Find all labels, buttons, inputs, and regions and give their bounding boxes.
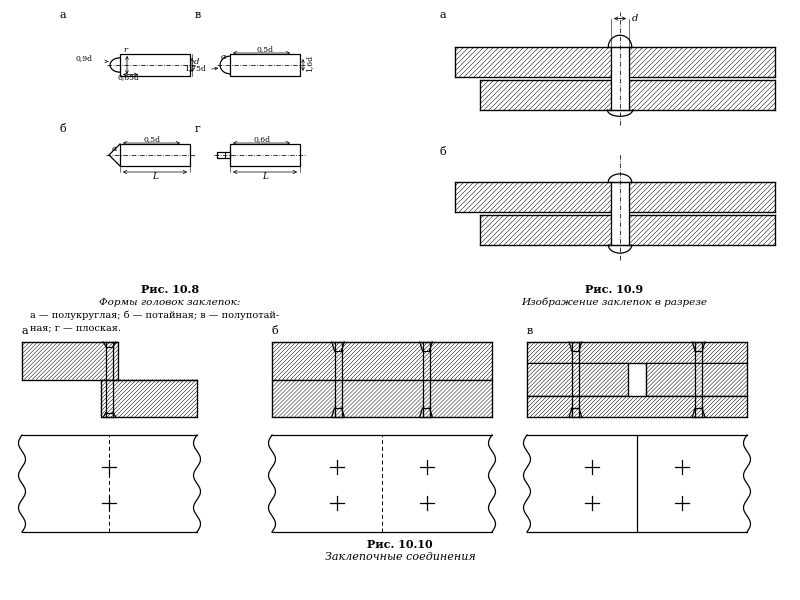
Text: Рис. 10.8: Рис. 10.8 <box>141 284 199 295</box>
Bar <box>527 342 747 363</box>
Text: б: б <box>440 147 446 157</box>
Text: а: а <box>60 10 66 20</box>
Bar <box>22 342 118 379</box>
Bar <box>480 215 611 245</box>
Text: 0,65d: 0,65d <box>118 74 139 82</box>
Bar <box>527 396 747 417</box>
Text: г: г <box>195 124 201 134</box>
Bar <box>101 379 197 417</box>
Text: Формы головок заклепок:: Формы головок заклепок: <box>99 298 241 307</box>
Text: а: а <box>22 326 29 336</box>
Text: d: d <box>632 14 638 23</box>
Bar <box>629 47 775 77</box>
Text: Изображение заклепок в разрезе: Изображение заклепок в разрезе <box>521 298 707 307</box>
Text: 1,6d: 1,6d <box>305 55 313 73</box>
Text: d: d <box>194 58 199 66</box>
Text: в: в <box>527 326 534 336</box>
Bar <box>120 54 190 76</box>
Text: Рис. 10.10: Рис. 10.10 <box>367 539 433 550</box>
Text: Заклепочные соединения: Заклепочные соединения <box>325 552 475 562</box>
Bar <box>480 80 611 110</box>
Bar <box>455 182 611 212</box>
Bar <box>455 47 611 77</box>
Bar <box>272 342 492 379</box>
Text: 0,5d: 0,5d <box>257 45 274 53</box>
Text: б: б <box>272 326 278 336</box>
Bar <box>629 215 775 245</box>
Text: α: α <box>112 145 118 153</box>
Text: L: L <box>262 172 268 181</box>
Bar <box>611 47 629 110</box>
Bar <box>217 152 230 158</box>
Text: 0,9d: 0,9d <box>75 54 92 62</box>
Bar <box>230 144 300 166</box>
Text: 1,75d: 1,75d <box>184 64 206 72</box>
Bar <box>629 182 775 212</box>
Bar <box>611 182 629 245</box>
Text: r: r <box>123 46 127 54</box>
Text: в: в <box>195 10 202 20</box>
Bar <box>629 80 775 110</box>
Bar <box>120 144 190 166</box>
Text: L: L <box>152 172 158 181</box>
Bar <box>646 363 747 396</box>
Text: а: а <box>440 10 446 20</box>
Text: а — полукруглая; б — потайная; в — полупотай-: а — полукруглая; б — потайная; в — полуп… <box>30 311 279 320</box>
Text: б: б <box>60 124 66 134</box>
Bar <box>527 363 628 396</box>
Text: 0,6d: 0,6d <box>253 135 270 143</box>
Bar <box>230 54 300 76</box>
Text: Рис. 10.9: Рис. 10.9 <box>585 284 643 295</box>
Text: α: α <box>221 53 226 61</box>
Text: ная; г — плоская.: ная; г — плоская. <box>30 323 121 332</box>
Text: 0,5d: 0,5d <box>143 135 160 143</box>
Bar <box>272 379 492 417</box>
